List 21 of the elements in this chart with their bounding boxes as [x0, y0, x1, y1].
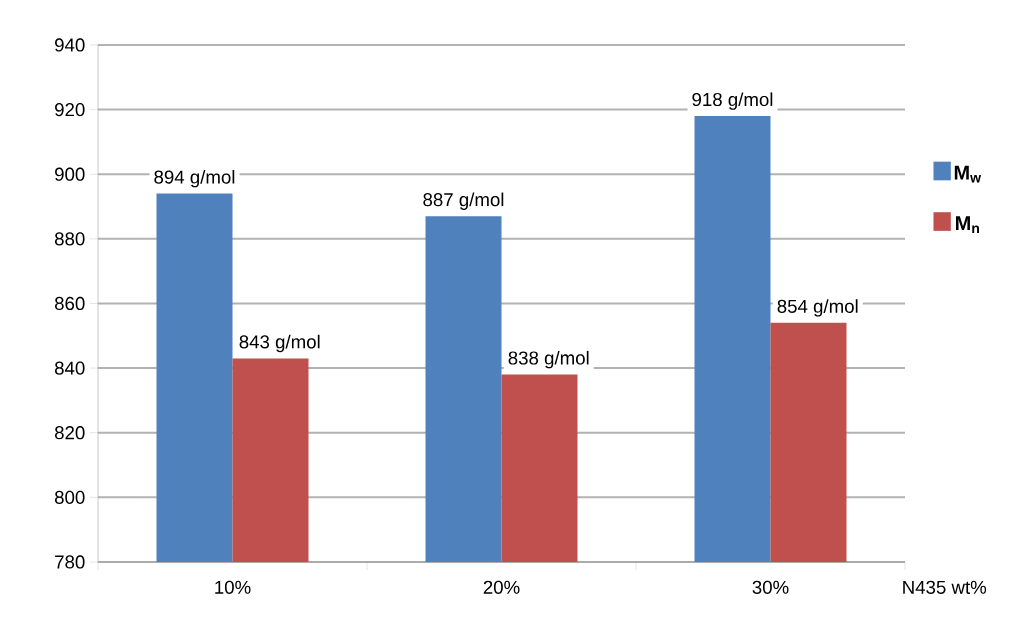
y-tick-label: 900 — [55, 167, 85, 181]
y-tick-label: 940 — [55, 38, 85, 52]
x-tick-label: 30% — [752, 580, 789, 594]
y-tick-label: 840 — [54, 361, 85, 375]
x-tick-label: 20% — [483, 580, 520, 594]
y-tick-label: 800 — [54, 490, 85, 504]
legend-label: M$_{n}$ — [955, 216, 979, 233]
y-tick-label: 820 — [54, 426, 85, 440]
y-tick-label: 780 — [55, 555, 85, 569]
legend-label: M$_{w}$ — [954, 165, 982, 183]
data-label: 838 g/mol — [508, 350, 589, 369]
data-label: 894 g/mol — [154, 169, 235, 188]
y-tick-label: 880 — [54, 232, 85, 246]
data-label: 843 g/mol — [239, 334, 320, 353]
data-label: 854 g/mol — [777, 299, 858, 317]
x-axis-title: N435 wt% — [903, 580, 987, 594]
data-label: 918 g/mol — [692, 92, 773, 110]
data-label: 887 g/mol — [423, 192, 504, 210]
y-tick-label: 860 — [54, 296, 85, 311]
x-tick-label: 10% — [215, 580, 251, 594]
y-tick-label: 920 — [55, 102, 85, 117]
